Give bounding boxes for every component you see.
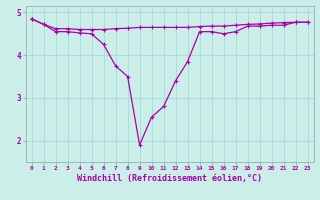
X-axis label: Windchill (Refroidissement éolien,°C): Windchill (Refroidissement éolien,°C) — [77, 174, 262, 183]
